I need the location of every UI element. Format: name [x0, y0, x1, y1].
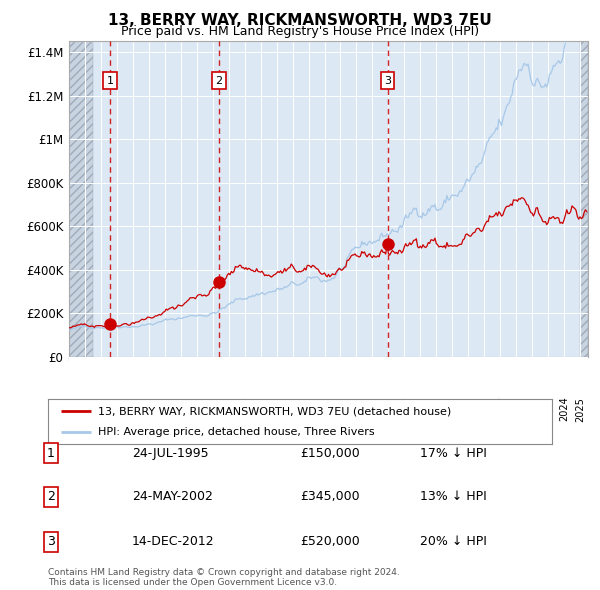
Text: Price paid vs. HM Land Registry's House Price Index (HPI): Price paid vs. HM Land Registry's House …	[121, 25, 479, 38]
Text: £345,000: £345,000	[300, 490, 359, 503]
Text: 24-MAY-2002: 24-MAY-2002	[132, 490, 213, 503]
Text: 1: 1	[47, 447, 55, 460]
Text: 20% ↓ HPI: 20% ↓ HPI	[420, 535, 487, 548]
Text: 13% ↓ HPI: 13% ↓ HPI	[420, 490, 487, 503]
Text: Contains HM Land Registry data © Crown copyright and database right 2024.: Contains HM Land Registry data © Crown c…	[48, 568, 400, 577]
Text: £150,000: £150,000	[300, 447, 360, 460]
Text: 13, BERRY WAY, RICKMANSWORTH, WD3 7EU: 13, BERRY WAY, RICKMANSWORTH, WD3 7EU	[108, 13, 492, 28]
Text: HPI: Average price, detached house, Three Rivers: HPI: Average price, detached house, Thre…	[98, 427, 375, 437]
Text: 3: 3	[384, 76, 391, 86]
Bar	[69, 41, 93, 357]
Bar	[580, 41, 588, 357]
Text: 2: 2	[215, 76, 223, 86]
Text: 14-DEC-2012: 14-DEC-2012	[132, 535, 215, 548]
Text: This data is licensed under the Open Government Licence v3.0.: This data is licensed under the Open Gov…	[48, 578, 337, 587]
Text: £520,000: £520,000	[300, 535, 360, 548]
Text: 13, BERRY WAY, RICKMANSWORTH, WD3 7EU (detached house): 13, BERRY WAY, RICKMANSWORTH, WD3 7EU (d…	[98, 407, 452, 417]
Text: 1: 1	[106, 76, 113, 86]
Text: 24-JUL-1995: 24-JUL-1995	[132, 447, 209, 460]
Text: 3: 3	[47, 535, 55, 548]
Text: 17% ↓ HPI: 17% ↓ HPI	[420, 447, 487, 460]
Text: 2: 2	[47, 490, 55, 503]
